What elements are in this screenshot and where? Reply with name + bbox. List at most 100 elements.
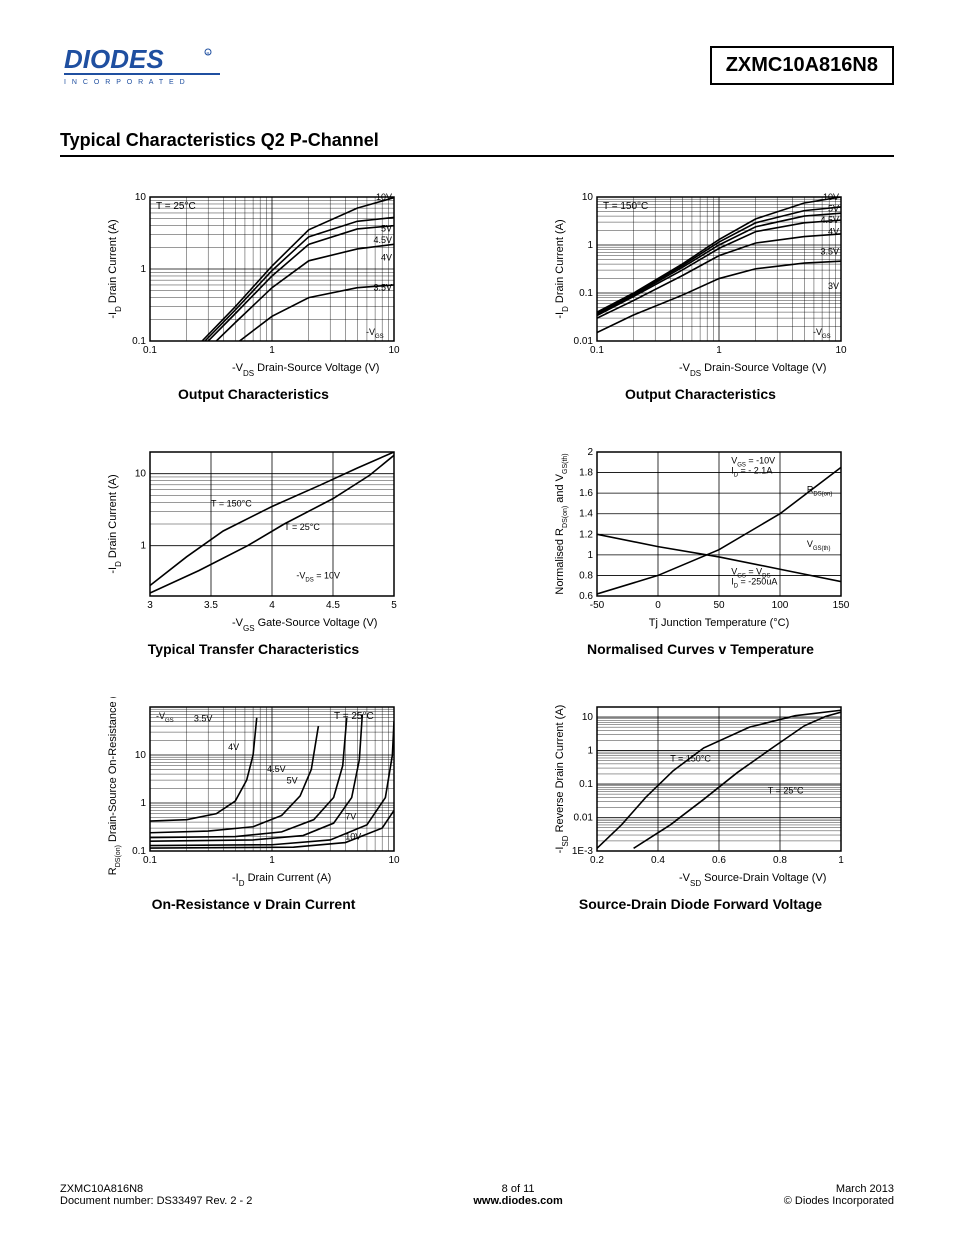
logo-sub-text: I N C O R P O R A T E D [64, 79, 187, 86]
svg-text:VGS(th): VGS(th) [806, 539, 830, 552]
part-number-box: ZXMC10A816N8 [710, 46, 894, 85]
footer-page: 8 of 11 [473, 1183, 562, 1195]
svg-text:-VDS = 10V: -VDS = 10V [296, 571, 340, 584]
svg-text:RDS(on) Drain-Source On-Resis: RDS(on) Drain-Source On-Resistance (Ω) [107, 697, 122, 875]
footer-doc: Document number: DS33497 Rev. 2 - 2 [60, 1195, 252, 1207]
section-title: Typical Characteristics Q2 P-Channel [60, 130, 894, 157]
svg-text:10: 10 [581, 192, 593, 203]
chart-transfer: 3 3.5 4 4.5 5 1 10 -VGS Gate-Source Voltage (V)… [104, 442, 404, 657]
svg-text:2: 2 [587, 447, 593, 458]
svg-text:1: 1 [140, 541, 146, 552]
svg-text:10: 10 [134, 750, 146, 761]
svg-text:10V: 10V [375, 192, 391, 202]
svg-text:ID = -250uA: ID = -250uA [731, 576, 777, 589]
svg-text:-VDS Drain-Source Voltage (V): -VDS Drain-Source Voltage (V) [232, 362, 379, 377]
svg-text:5V: 5V [286, 775, 297, 785]
svg-text:10V: 10V [345, 831, 361, 841]
svg-text:0.1: 0.1 [579, 779, 593, 790]
svg-text:0.6: 0.6 [579, 591, 593, 602]
svg-text:T = 150°C: T = 150°C [603, 201, 648, 212]
footer-left: ZXMC10A816N8 Document number: DS33497 Re… [60, 1183, 252, 1207]
svg-text:1: 1 [269, 855, 275, 866]
svg-text:-VGS Gate-Source Voltage (V): -VGS Gate-Source Voltage (V) [232, 617, 377, 632]
chart-rdson: 0.11100.1110-ID Drain Current (A)RDS(on)… [104, 697, 404, 912]
svg-text:0.1: 0.1 [132, 336, 146, 347]
svg-text:4V: 4V [827, 226, 838, 236]
footer-date: March 2013 [784, 1183, 894, 1195]
svg-text:T = 150°C: T = 150°C [211, 499, 252, 509]
svg-text:3V: 3V [827, 281, 838, 291]
svg-text:1: 1 [269, 345, 275, 356]
svg-text:T = 150°C: T = 150°C [670, 754, 711, 764]
svg-text:Normalised RDS(on) and VGS(th): Normalised RDS(on) and VGS(th) [554, 453, 569, 594]
page-footer: ZXMC10A816N8 Document number: DS33497 Re… [60, 1183, 894, 1207]
svg-text:3.5V: 3.5V [373, 283, 392, 293]
svg-text:ID = - 2.1A: ID = - 2.1A [731, 466, 772, 479]
svg-text:10V: 10V [822, 192, 838, 202]
svg-text:1.8: 1.8 [579, 468, 593, 479]
footer-center: 8 of 11 www.diodes.com [473, 1183, 562, 1207]
chart-diode: 0.20.40.60.811E-30.010.1110-VSD Source-D… [551, 697, 851, 912]
svg-text:1.2: 1.2 [579, 529, 593, 540]
svg-text:-ID Drain Current (A): -ID Drain Current (A) [554, 219, 570, 318]
chart-title: Typical Transfer Characteristics [148, 641, 359, 657]
svg-text:100: 100 [771, 600, 788, 611]
svg-text:10: 10 [388, 855, 400, 866]
svg-text:-VGS: -VGS [156, 711, 174, 724]
svg-text:10: 10 [134, 469, 146, 480]
svg-text:0.01: 0.01 [573, 336, 593, 347]
svg-text:1.6: 1.6 [579, 488, 593, 499]
svg-text:T = 25°C: T = 25°C [767, 785, 803, 795]
chart-output-25c: 0.11100.1110-VDS Drain-Source Voltage (V… [104, 187, 404, 402]
svg-text:T = 25°C: T = 25°C [334, 711, 374, 722]
svg-text:0.01: 0.01 [573, 813, 593, 824]
chart-title: Output Characteristics [178, 386, 329, 402]
svg-text:T = 25°C: T = 25°C [284, 522, 320, 532]
svg-text:4.5V: 4.5V [820, 215, 839, 225]
logo-main-text: DIODES [64, 44, 164, 74]
svg-text:0.6: 0.6 [712, 855, 726, 866]
svg-text:-ID Drain Current (A): -ID Drain Current (A) [107, 474, 123, 573]
svg-text:0.1: 0.1 [132, 846, 146, 857]
svg-text:1.4: 1.4 [579, 509, 593, 520]
svg-text:3.5V: 3.5V [820, 247, 839, 257]
svg-text:R: R [207, 51, 210, 56]
svg-text:-ID Drain Current (A): -ID Drain Current (A) [107, 219, 123, 318]
page-header: DIODES R I N C O R P O R A T E D ZXMC10A… [60, 40, 894, 90]
svg-text:RDS(on): RDS(on) [806, 484, 832, 497]
svg-text:-VGS: -VGS [366, 327, 384, 340]
chart-normalised: -500501001500.60.811.21.41.61.82Tj Junct… [551, 442, 851, 657]
svg-text:1: 1 [716, 345, 722, 356]
chart-title: On-Resistance v Drain Current [152, 896, 356, 912]
svg-text:4.5: 4.5 [326, 600, 340, 611]
svg-text:3: 3 [147, 600, 153, 611]
footer-url: www.diodes.com [473, 1195, 562, 1207]
chart-title: Output Characteristics [625, 386, 776, 402]
svg-text:10: 10 [835, 345, 847, 356]
svg-text:4.5V: 4.5V [267, 764, 286, 774]
svg-text:0.8: 0.8 [579, 570, 593, 581]
chart-output-150c: 0.11100.010.1110-VDS Drain-Source Voltag… [551, 187, 851, 402]
svg-text:1: 1 [140, 264, 146, 275]
svg-text:5V: 5V [380, 224, 391, 234]
svg-text:10: 10 [388, 345, 400, 356]
svg-text:-VSD Source-Drain Voltage (V): -VSD Source-Drain Voltage (V) [679, 872, 826, 887]
svg-text:1: 1 [587, 746, 593, 757]
svg-text:-VGS: -VGS [813, 327, 831, 340]
svg-text:4V: 4V [380, 252, 391, 262]
svg-text:1: 1 [587, 550, 593, 561]
svg-text:0.1: 0.1 [579, 288, 593, 299]
charts-grid: 0.1 1 10 0.1 1 10 -VDS Drain-Source Voltage (V… [60, 187, 894, 912]
svg-text:5V: 5V [827, 203, 838, 213]
svg-text:4.5V: 4.5V [373, 235, 392, 245]
svg-text:5: 5 [391, 600, 397, 611]
svg-text:0.4: 0.4 [651, 855, 665, 866]
svg-text:4: 4 [269, 600, 275, 611]
svg-text:-VDS Drain-Source Voltage (V): -VDS Drain-Source Voltage (V) [679, 362, 826, 377]
footer-right: March 2013 © Diodes Incorporated [784, 1183, 894, 1207]
svg-text:-ID Drain Current (A): -ID Drain Current (A) [232, 872, 331, 887]
svg-text:0.8: 0.8 [773, 855, 787, 866]
svg-text:3.5: 3.5 [204, 600, 218, 611]
svg-text:-ISD Reverse Drain Current (A: -ISD Reverse Drain Current (A) [554, 705, 570, 854]
chart-title: Source-Drain Diode Forward Voltage [579, 896, 822, 912]
